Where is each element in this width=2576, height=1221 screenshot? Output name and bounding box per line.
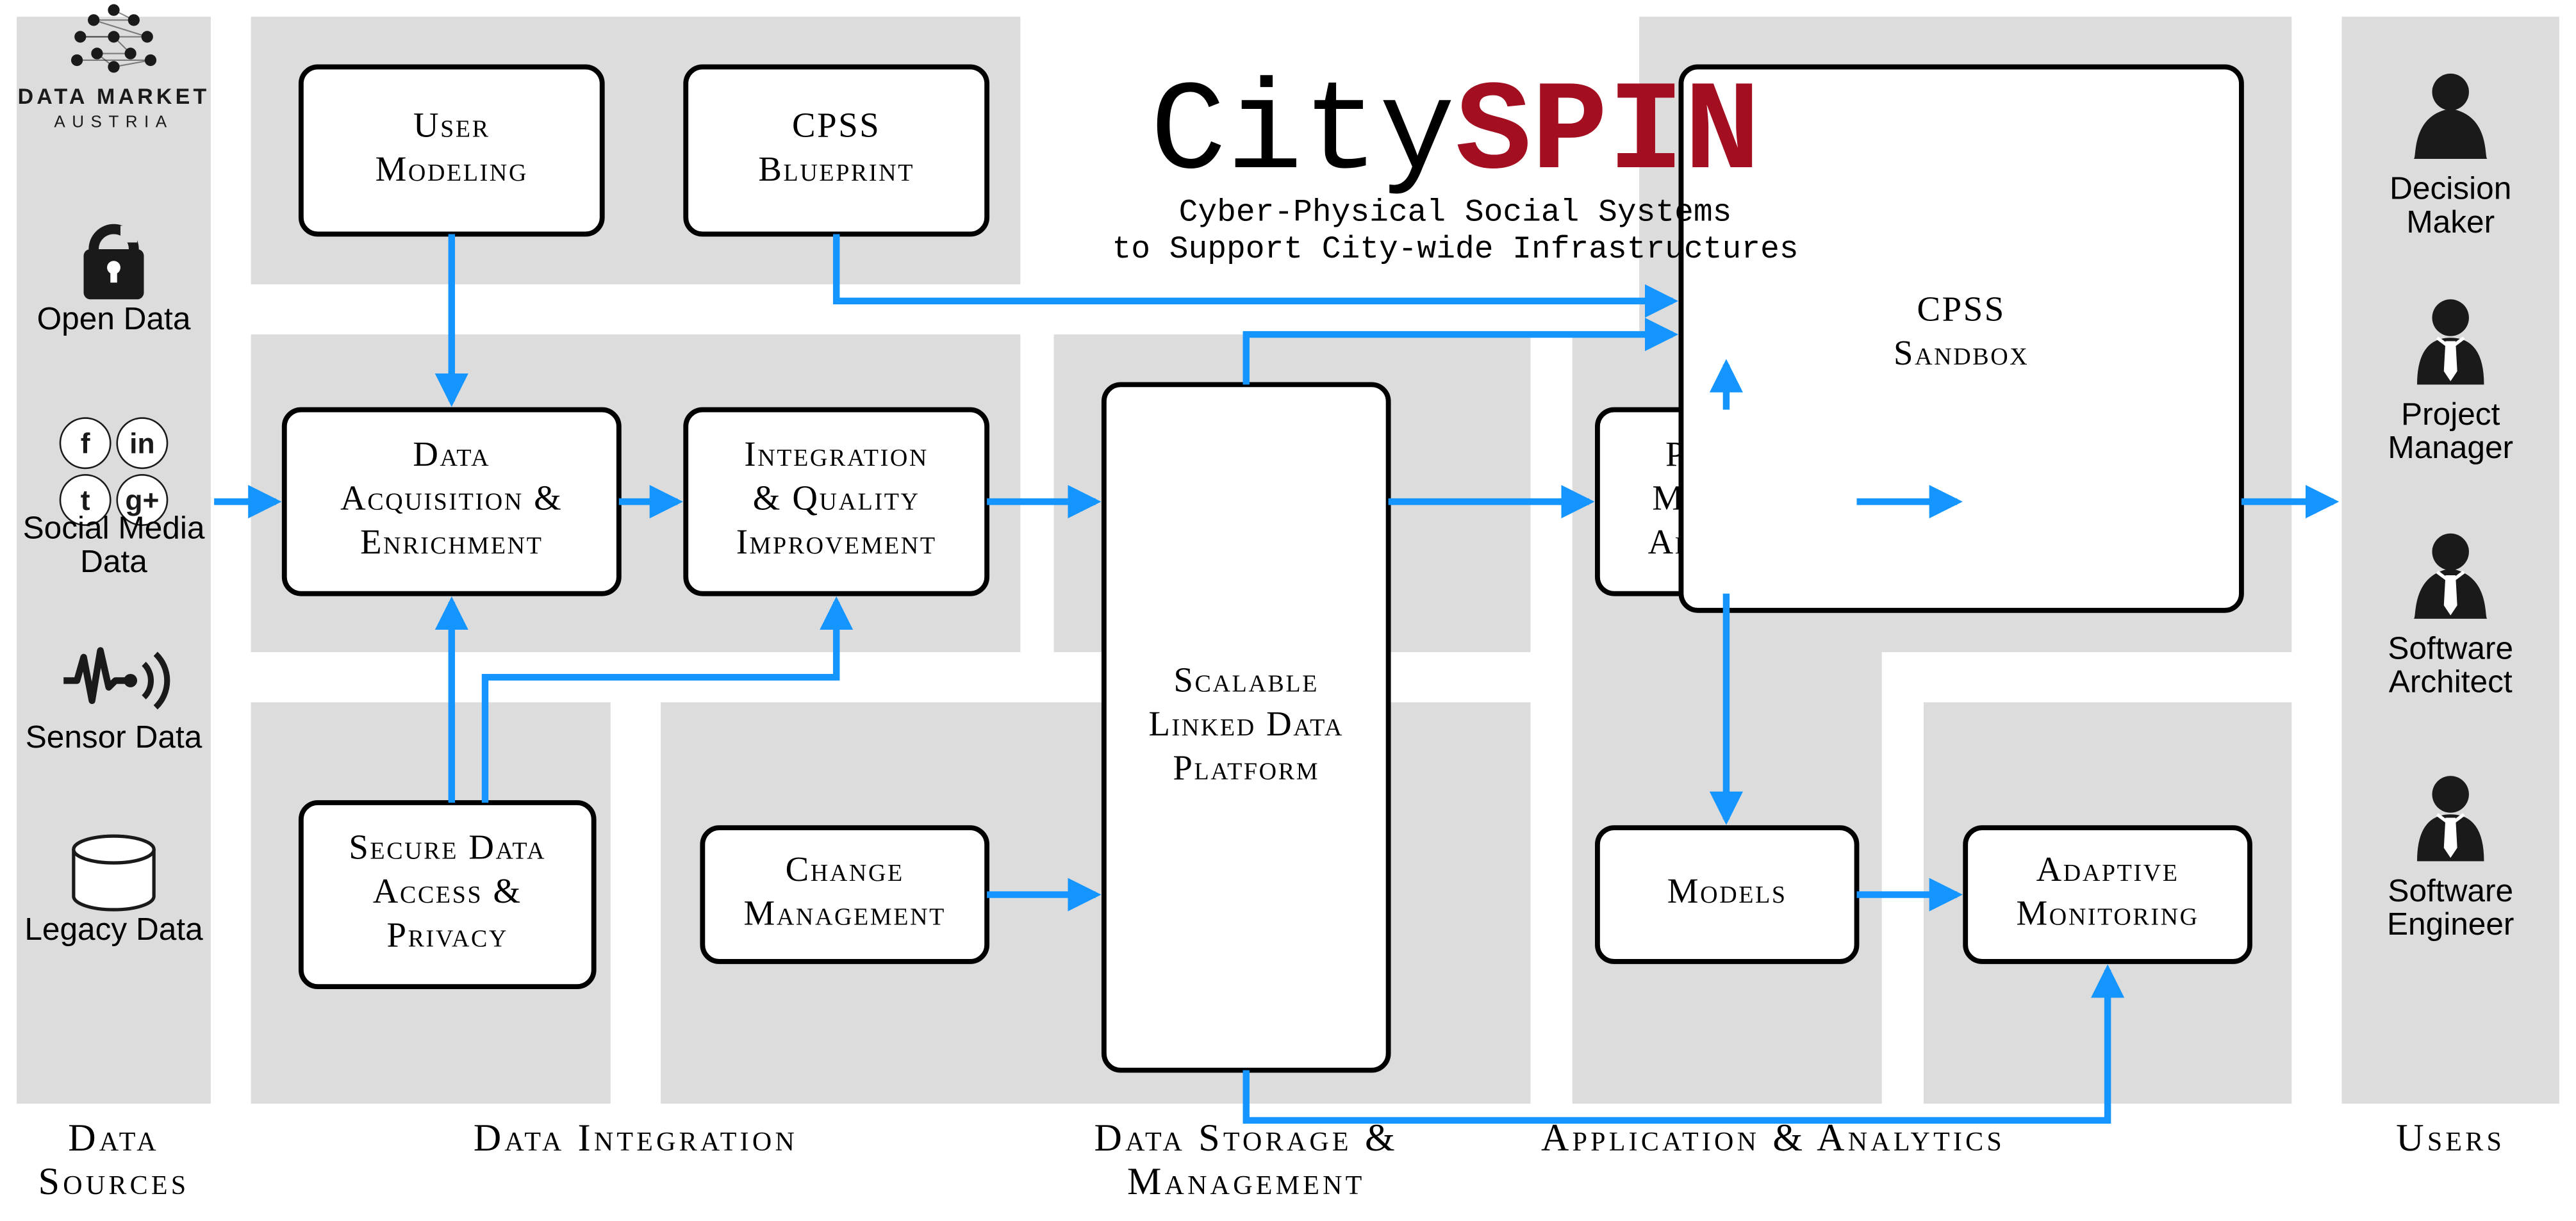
svg-text:Project: Project (2401, 396, 2500, 432)
box-label: Modeling (376, 149, 528, 188)
box-label: Secure Data (349, 828, 546, 867)
box-adaptive: Adaptive Monitoring (1965, 828, 2250, 962)
column-label: Data Storage & (1094, 1117, 1398, 1159)
box-label: CPSS (1917, 289, 2005, 328)
svg-text:Architect: Architect (2389, 664, 2513, 700)
box-label: Access & (373, 871, 522, 910)
box-label: Management (744, 893, 946, 932)
column-label: Management (1127, 1160, 1366, 1202)
svg-text:AUSTRIA: AUSTRIA (54, 111, 173, 131)
box-label: Blueprint (758, 149, 914, 188)
column-label: Sources (38, 1160, 190, 1202)
box-label: Change (786, 849, 904, 889)
column-label: Data (68, 1117, 160, 1159)
box-label: Adaptive (2036, 849, 2179, 889)
column-label: Data Integration (474, 1117, 798, 1159)
svg-text:Software: Software (2388, 630, 2513, 666)
title-main: CitySPIN (1150, 61, 1760, 206)
box-label: Data (413, 434, 490, 473)
svg-text:Social Media: Social Media (23, 510, 205, 546)
box-models: Models (1598, 828, 1857, 962)
box-label: Enrichment (360, 522, 543, 561)
svg-text:Engineer: Engineer (2387, 906, 2514, 942)
box-label: Acquisition & (340, 479, 563, 518)
column-label: Users (2396, 1117, 2505, 1159)
box-label: Improvement (736, 522, 937, 561)
box-label: Linked Data (1148, 704, 1344, 743)
box-label: Privacy (387, 915, 509, 955)
svg-text:Legacy Data: Legacy Data (24, 911, 203, 947)
box-secure: Secure Data Access & Privacy (301, 803, 594, 987)
box-label: CPSS (792, 105, 880, 144)
box-change: Change Management (702, 828, 987, 962)
svg-text:f: f (81, 428, 90, 459)
box-sandbox: CPSS Sandbox (1681, 67, 2241, 610)
box-platform: Scalable Linked Data Platform (1104, 384, 1389, 1070)
box-label: Integration (744, 434, 929, 473)
title-sub: to Support City-wide Infrastructures (1112, 231, 1799, 267)
svg-text:Software: Software (2388, 873, 2513, 908)
svg-text:Manager: Manager (2388, 429, 2513, 465)
box-label: Monitoring (2016, 893, 2199, 932)
svg-text:Sensor Data: Sensor Data (26, 719, 202, 755)
svg-text:DATA MARKET: DATA MARKET (18, 85, 210, 109)
title: CitySPINCyber-Physical Social Systemsto … (1112, 61, 1799, 267)
svg-text:in: in (129, 428, 154, 459)
column-label: Application & Analytics (1541, 1117, 2005, 1159)
svg-text:Maker: Maker (2406, 204, 2495, 240)
box-label: User (413, 105, 490, 144)
box-integration: Integration & Quality Improvement (686, 410, 987, 594)
title-sub: Cyber-Physical Social Systems (1179, 195, 1732, 231)
box-label: Scalable (1173, 660, 1319, 700)
box-dataAcq: Data Acquisition & Enrichment (285, 410, 619, 594)
box-userModeling: User Modeling (301, 67, 602, 234)
svg-text:Data: Data (80, 543, 147, 579)
box-label: Platform (1173, 748, 1319, 787)
box-label: & Quality (753, 479, 920, 518)
svg-text:Decision: Decision (2390, 170, 2511, 206)
svg-text:Open Data: Open Data (37, 300, 191, 336)
box-cpssBlueprint: CPSS Blueprint (686, 67, 987, 234)
box-label: Sandbox (1894, 333, 2029, 372)
box-label: Models (1667, 871, 1787, 910)
